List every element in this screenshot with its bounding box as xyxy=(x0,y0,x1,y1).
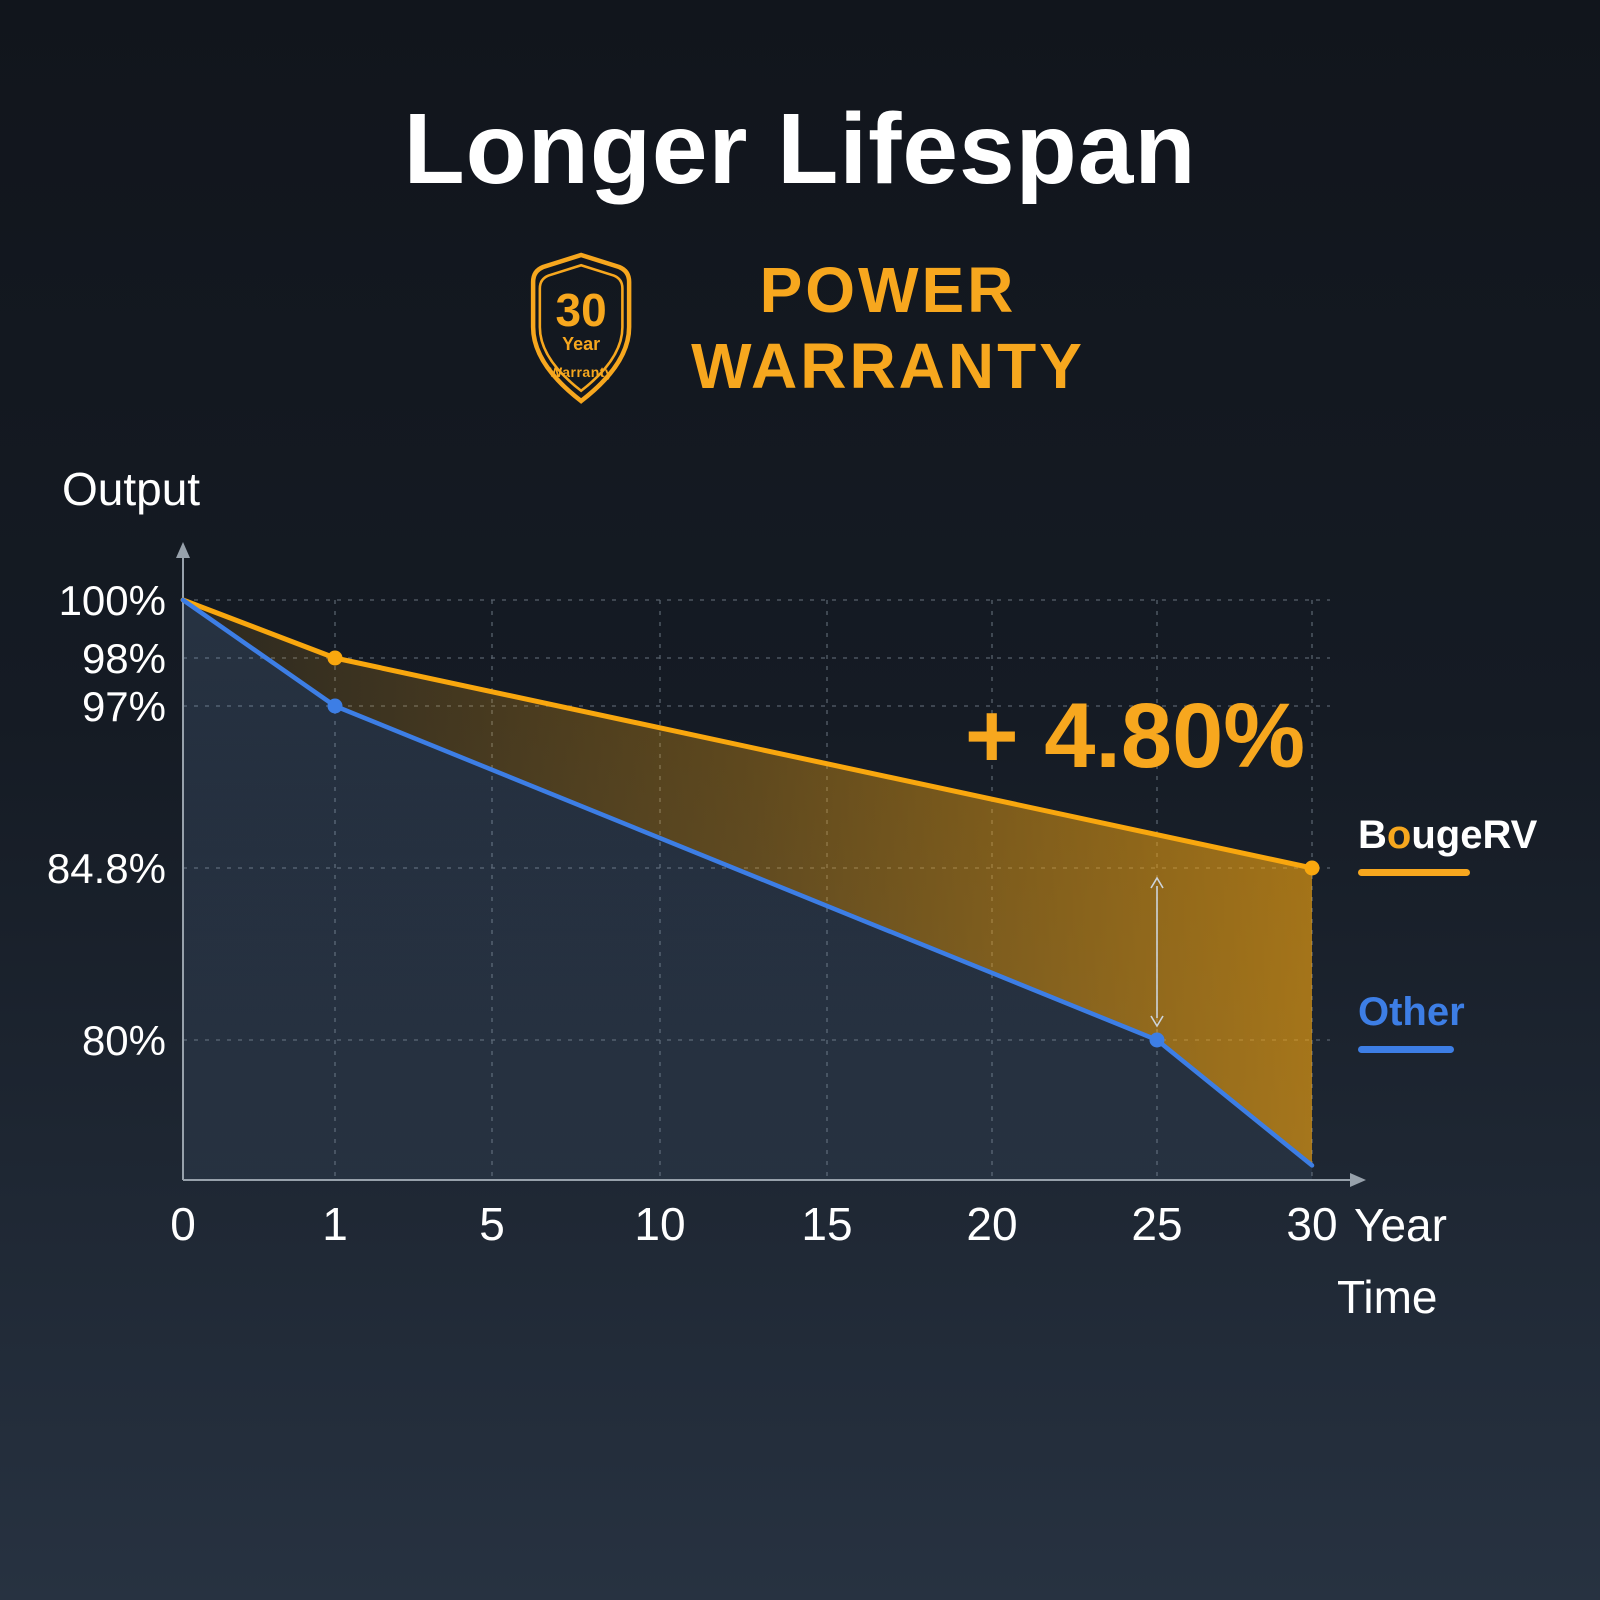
badge-label: Warranty xyxy=(549,364,613,380)
x-axis-arrowhead xyxy=(1350,1173,1366,1187)
y-tick-label: 98% xyxy=(82,635,166,682)
marker-other xyxy=(1149,1032,1165,1048)
page-title: Longer Lifespan xyxy=(403,93,1197,205)
legend-other-label: Other xyxy=(1358,990,1465,1034)
x-tick-label: 10 xyxy=(634,1198,685,1250)
other-area-fill xyxy=(183,600,1312,1180)
axes xyxy=(176,542,1366,1187)
series-line-other xyxy=(180,597,1315,1168)
x-tick-label: 20 xyxy=(966,1198,1017,1250)
x-tick-label: 25 xyxy=(1131,1198,1182,1250)
legend-other: Other xyxy=(1358,992,1465,1053)
y-tick-label: 97% xyxy=(82,683,166,730)
brand-o-accent: o xyxy=(1386,813,1412,857)
x-tick-label: 30 xyxy=(1286,1198,1337,1250)
y-axis-title: Output xyxy=(62,463,201,515)
marker-bougerv xyxy=(327,650,343,666)
warranty-shield-icon: 30 Year Warranty xyxy=(530,252,632,404)
x-tick-label: 15 xyxy=(801,1198,852,1250)
badge-unit: Year xyxy=(562,334,600,354)
marker-bougerv xyxy=(1304,860,1320,876)
legend-bougerv: BougeRV xyxy=(1358,815,1537,876)
x-axis-title: Time xyxy=(1337,1271,1438,1323)
y-tick-label: 80% xyxy=(82,1017,166,1064)
y-tick-label: 100% xyxy=(59,577,166,624)
tick-labels: 100%98%97%84.8%80%0 1 5 10 15 20 25 30 xyxy=(47,577,1338,1250)
y-tick-label: 84.8% xyxy=(47,845,166,892)
x-axis-unit: Year xyxy=(1354,1199,1447,1251)
x-tick-label: 1 xyxy=(322,1198,348,1250)
marker-other xyxy=(327,698,343,714)
legend-bougerv-label: BougeRV xyxy=(1358,813,1538,857)
power-warranty-heading: POWER WARRANTY xyxy=(691,253,1085,404)
warranty-line1: POWER xyxy=(759,254,1017,327)
warranty-line2: WARRANTY xyxy=(691,330,1085,402)
difference-annotation: + 4.80% xyxy=(964,685,1306,787)
legend-other-underline xyxy=(1358,1046,1454,1053)
warranty-badge-row: 30 Year Warranty POWER WARRANTY xyxy=(515,248,1085,410)
x-tick-label: 5 xyxy=(479,1198,505,1250)
x-tick-label: 0 xyxy=(170,1198,196,1250)
legend-bougerv-underline xyxy=(1358,869,1470,876)
badge-value: 30 xyxy=(556,284,607,336)
y-axis-arrowhead xyxy=(176,542,190,558)
difference-arrow xyxy=(1150,876,1164,1028)
difference-band-fill xyxy=(183,600,1312,1166)
